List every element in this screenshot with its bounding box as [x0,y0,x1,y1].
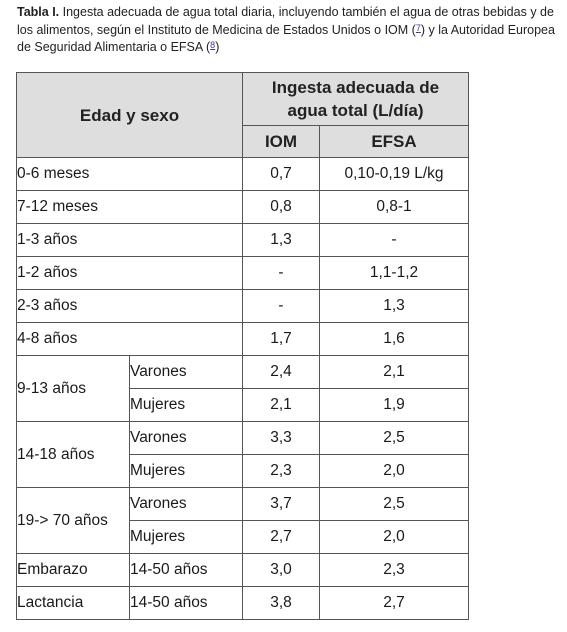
efsa-value: - [318,223,470,257]
iom-value: 2,1 [242,388,320,422]
age-cell: 1-2 años [16,256,243,290]
table-row: 2-3 años - 1,3 [16,289,470,323]
efsa-value: 2,5 [318,421,470,455]
table-row: Mujeres 2,3 2,0 [17,454,470,488]
iom-value: 2,4 [242,355,320,389]
table-row: 9-13 años Varones 2,4 2,1 [16,355,470,422]
age-cell: Embarazo [16,553,130,587]
iom-value: 1,3 [242,223,320,257]
header-intake-line2: agua total (L/día) [287,101,424,120]
header-iom: IOM [242,125,320,158]
table-row: 0-6 meses 0,7 0,10-0,19 L/kg [16,157,470,191]
efsa-value: 2,5 [318,487,470,521]
table-row: Mujeres 2,1 1,9 [17,388,470,422]
caption-text-3: ) [215,40,220,54]
header-intake-line1: Ingesta adecuada de [271,78,440,97]
efsa-value: 2,7 [318,586,470,620]
table-row: 4-8 años 1,7 1,6 [16,322,470,356]
age-cell: 7-12 meses [16,190,243,224]
iom-value: 3,8 [242,586,320,620]
range-cell: 14-50 años [129,553,243,587]
caption-label: Tabla I. [17,5,60,19]
iom-value: - [242,289,320,323]
header-age-sex: Edad y sexo [16,72,243,158]
iom-value: 0,8 [242,190,320,224]
iom-value: 0,7 [242,157,320,191]
efsa-value: 2,1 [318,355,470,389]
efsa-value: 1,9 [318,388,470,422]
table-row: 1-3 años 1,3 - [16,223,470,257]
age-cell: 0-6 meses [16,157,243,191]
sex-cell: Varones [129,487,243,521]
table-row: Mujeres 2,7 2,0 [17,520,470,554]
efsa-value: 1,1-1,2 [318,256,470,290]
iom-value: 3,3 [242,421,320,455]
table-row: 14-18 años Varones 3,3 2,5 [16,421,470,488]
iom-value: - [242,256,320,290]
table-row: 1-2 años - 1,1-1,2 [16,256,470,290]
age-cell: 1-3 años [16,223,243,257]
range-cell: 14-50 años [129,586,243,620]
age-cell: 19-> 70 años [16,487,130,554]
table-row: Embarazo 14-50 años 3,0 2,3 [16,553,470,587]
water-intake-table: Edad y sexo Ingesta adecuada de agua tot… [16,72,470,620]
iom-value: 2,7 [242,520,320,554]
efsa-value: 0,8-1 [318,190,470,224]
caption-text-2: ) y la Autoridad Europea de Seguridad Al… [17,22,555,55]
age-cell: Lactancia [16,586,130,620]
age-cell: 9-13 años [16,355,130,422]
efsa-value: 2,0 [318,454,470,488]
caption-ref-2[interactable]: 8 [210,40,216,50]
sex-cell: Mujeres [129,454,243,488]
iom-value: 3,7 [242,487,320,521]
table-row: Lactancia 14-50 años 3,8 2,7 [16,586,470,620]
age-cell: 2-3 años [16,289,243,323]
efsa-value: 2,3 [318,553,470,587]
iom-value: 2,3 [242,454,320,488]
age-cell: 4-8 años [16,322,243,356]
iom-value: 1,7 [242,322,320,356]
sex-cell: Varones [129,355,243,389]
age-cell: 14-18 años [16,421,130,488]
header-efsa: EFSA [318,125,470,158]
header-intake: Ingesta adecuada de agua total (L/día) [241,72,470,126]
caption-text-1: Ingesta adecuada de agua total diaria, i… [17,5,554,37]
caption-ref-1[interactable]: 7 [415,22,421,33]
sex-cell: Mujeres [129,388,243,422]
table-row: 7-12 meses 0,8 0,8-1 [16,190,470,224]
sex-cell: Mujeres [129,520,243,554]
efsa-value: 0,10-0,19 L/kg [318,157,470,191]
efsa-value: 1,3 [318,289,470,323]
efsa-value: 2,0 [318,520,470,554]
efsa-value: 1,6 [318,322,470,356]
sex-cell: Varones [129,421,243,455]
table-caption: Tabla I. Ingesta adecuada de agua total … [17,5,562,56]
iom-value: 3,0 [242,553,320,587]
table-row: 19-> 70 años Varones 3,7 2,5 [16,487,470,554]
